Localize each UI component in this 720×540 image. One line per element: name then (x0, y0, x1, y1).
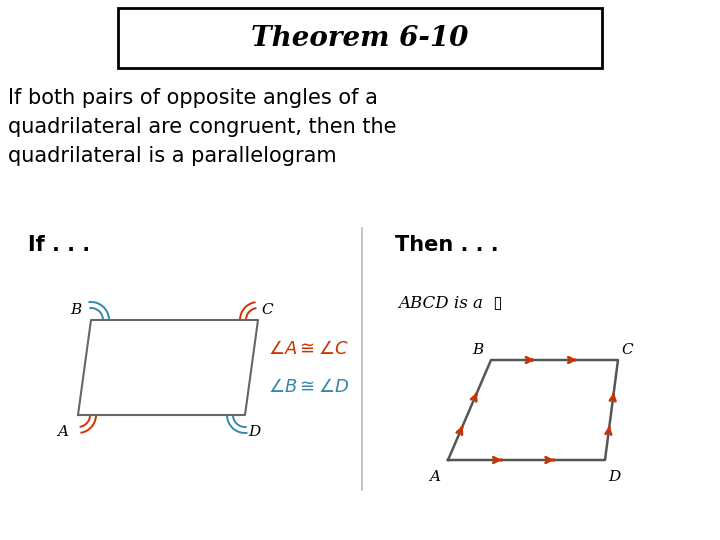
Text: $\angle A \cong \angle C$: $\angle A \cong \angle C$ (268, 340, 349, 358)
Text: A: A (429, 470, 440, 484)
Text: B: B (70, 303, 81, 317)
Text: B: B (472, 343, 483, 357)
Text: A: A (57, 425, 68, 439)
Text: $\angle B \cong \angle D$: $\angle B \cong \angle D$ (268, 378, 350, 396)
Text: ABCD is a  ▯: ABCD is a ▯ (398, 295, 503, 312)
Text: C: C (621, 343, 633, 357)
FancyBboxPatch shape (118, 8, 602, 68)
Text: Theorem 6-10: Theorem 6-10 (251, 24, 469, 51)
Text: C: C (261, 303, 273, 317)
Text: Then . . .: Then . . . (395, 235, 499, 255)
Text: If both pairs of opposite angles of a
quadrilateral are congruent, then the
quad: If both pairs of opposite angles of a qu… (8, 88, 397, 166)
Text: If . . .: If . . . (28, 235, 90, 255)
Text: D: D (248, 425, 260, 439)
Text: D: D (608, 470, 620, 484)
